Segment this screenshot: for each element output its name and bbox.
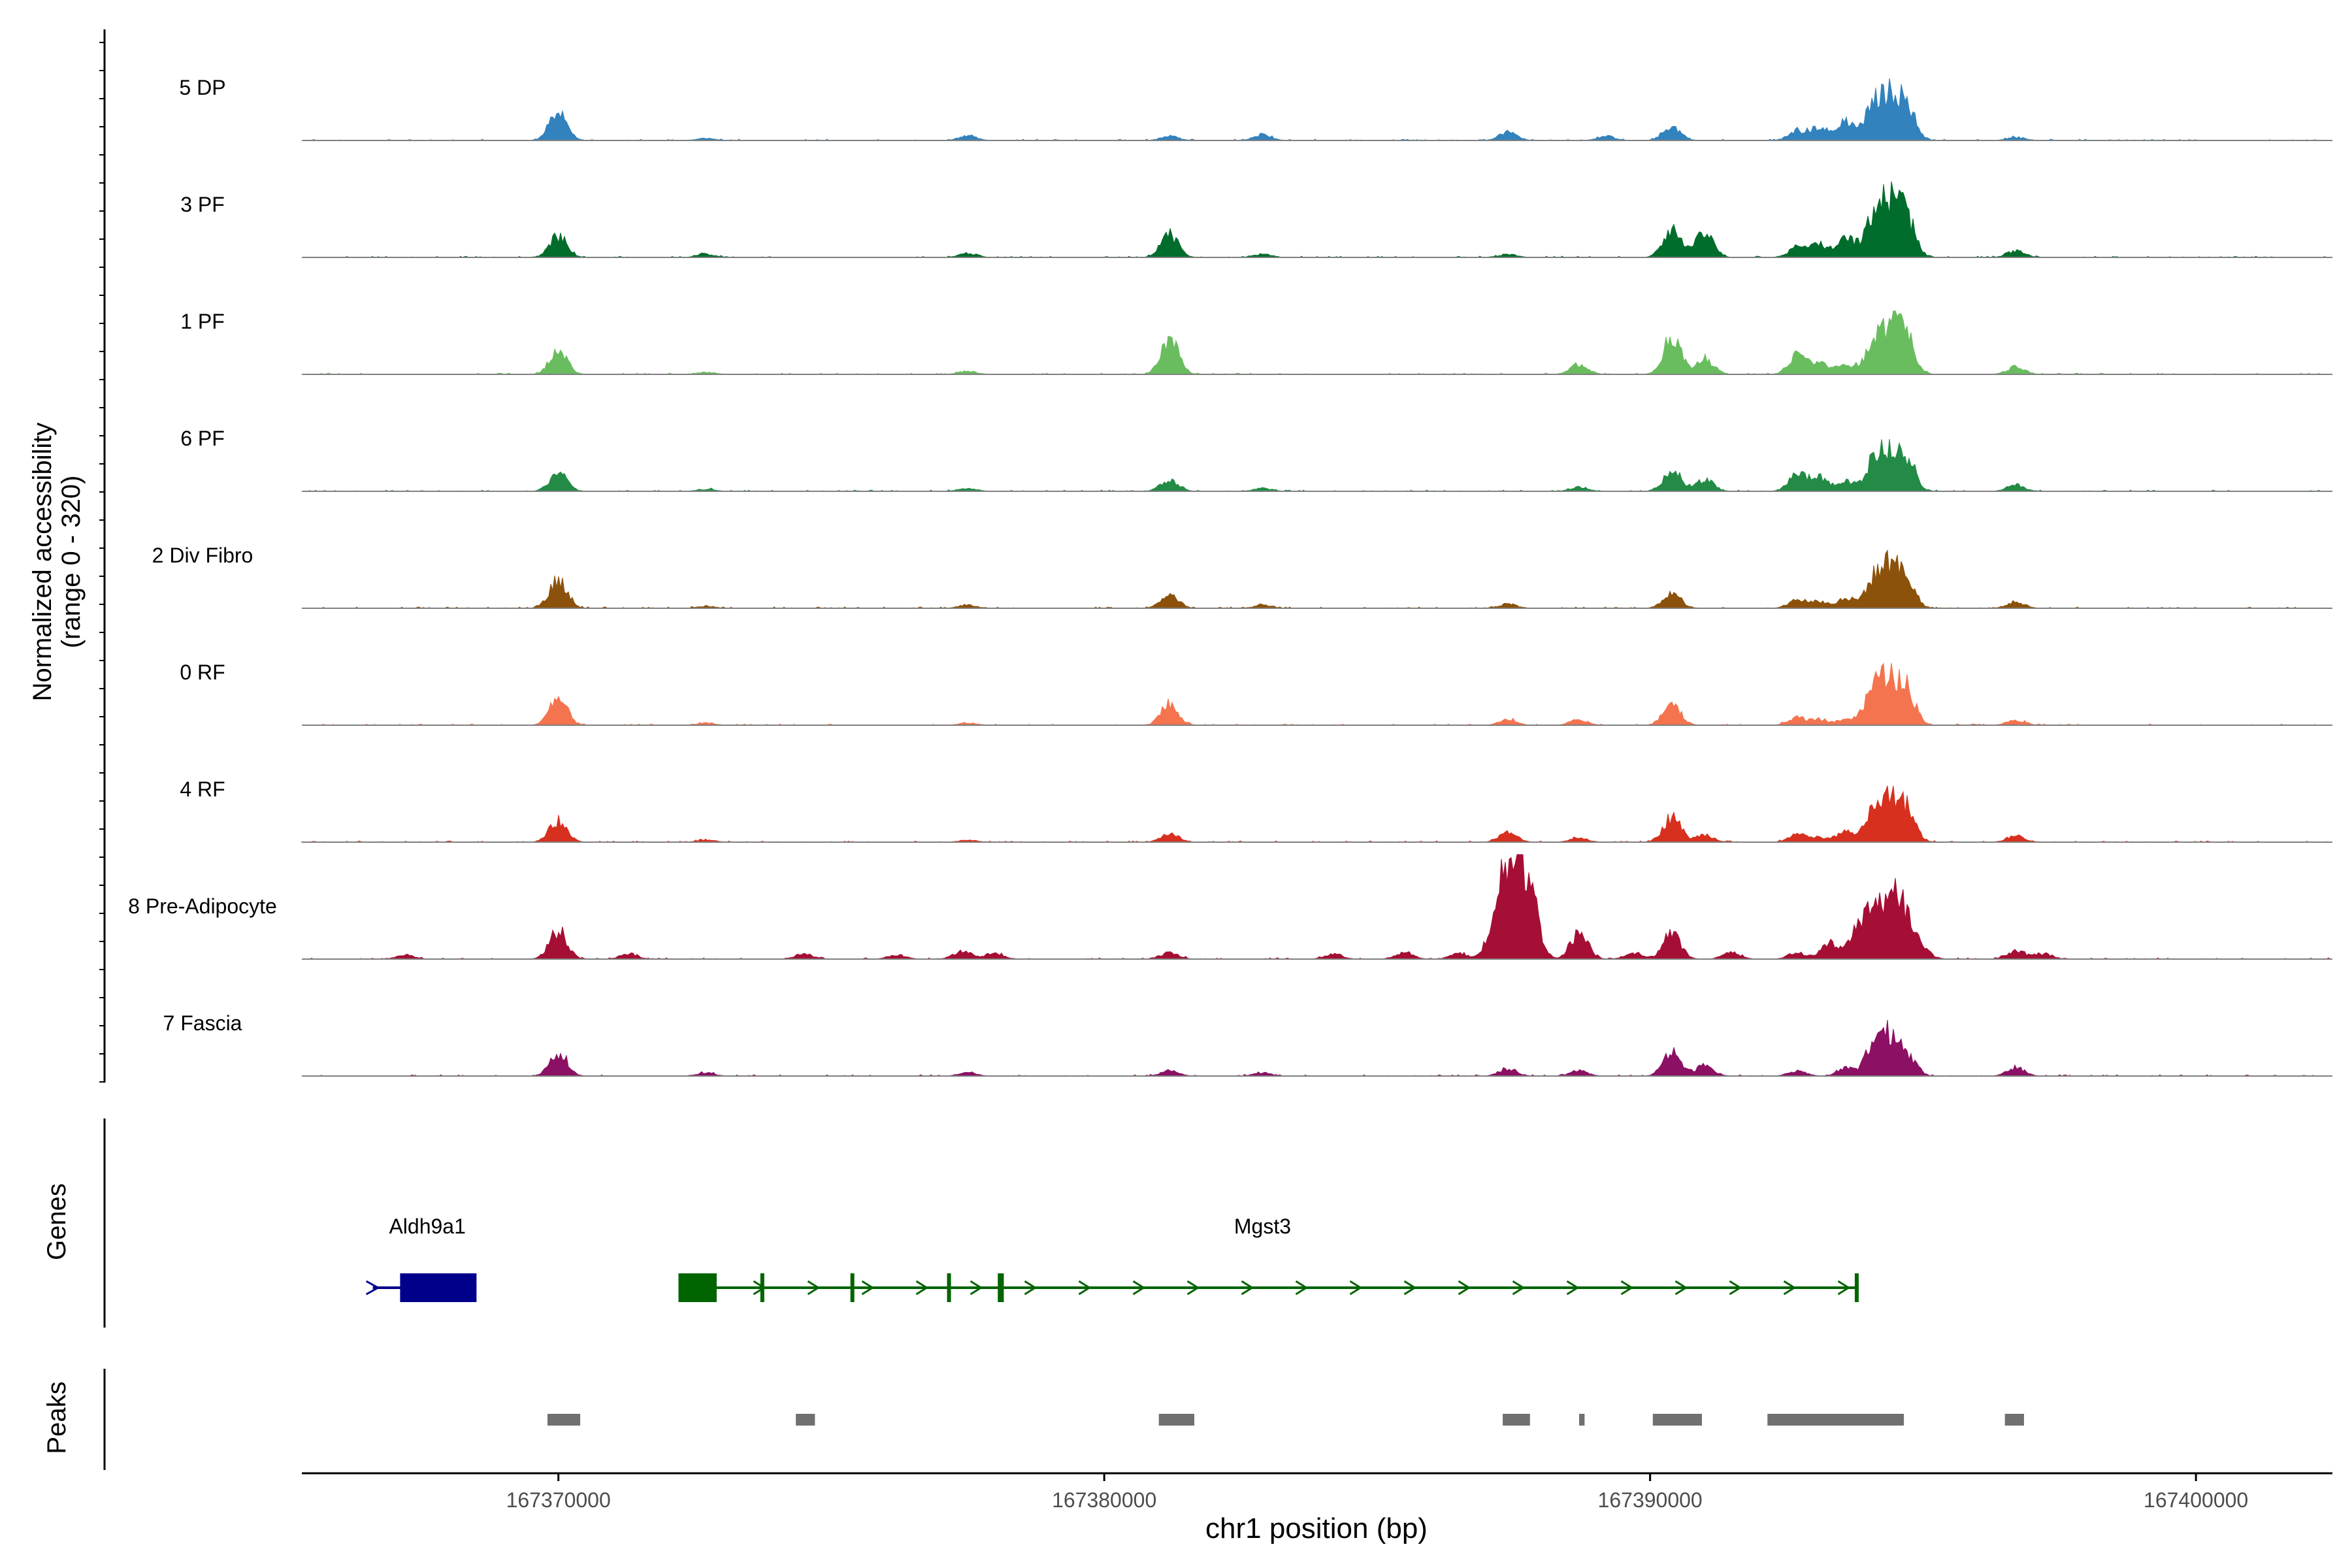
track-label: 4 RF bbox=[180, 777, 225, 801]
strand-arrow bbox=[1078, 1280, 1092, 1296]
strand-arrow bbox=[1620, 1280, 1634, 1296]
coverage-area bbox=[302, 181, 2332, 258]
x-axis-title: chr1 position (bp) bbox=[1205, 1512, 1428, 1544]
strand-arrow bbox=[915, 1280, 929, 1296]
strand-arrow bbox=[1186, 1280, 1200, 1296]
gene-exon bbox=[850, 1273, 855, 1302]
peak-region bbox=[1579, 1414, 1585, 1426]
track-0-rf bbox=[302, 662, 2332, 726]
track-label: 0 RF bbox=[180, 661, 225, 684]
track-1-pf bbox=[302, 310, 2332, 375]
coverage-tracks bbox=[301, 78, 2332, 1077]
strand-arrow bbox=[807, 1280, 821, 1296]
track-label: 1 PF bbox=[180, 310, 225, 333]
coverage-area bbox=[302, 662, 2332, 726]
gene-exon bbox=[760, 1273, 764, 1302]
gene-exon bbox=[998, 1273, 1004, 1302]
x-axis: 167370000 167380000 167390000 167400000 bbox=[302, 1472, 2332, 1512]
strand-arrow bbox=[1512, 1280, 1526, 1296]
track-labels: 5 DP 3 PF 1 PF 6 PF 2 Div Fibro 0 RF 4 RF 8 Pre… bbox=[128, 76, 277, 1035]
x-axis-tick-label: 167400000 bbox=[2144, 1488, 2248, 1512]
coverage-area bbox=[301, 785, 2332, 843]
strand-arrow bbox=[1241, 1280, 1254, 1296]
gene-exon bbox=[1854, 1273, 1859, 1302]
x-axis-tick-label: 167370000 bbox=[506, 1488, 611, 1512]
peak-region bbox=[1767, 1414, 1904, 1426]
strand-arrow bbox=[365, 1280, 380, 1296]
strand-arrow bbox=[1783, 1280, 1797, 1296]
coverage-area bbox=[302, 310, 2332, 375]
y-axis-title-line1: Normalized accessibility bbox=[28, 423, 57, 702]
peak-region bbox=[547, 1414, 581, 1426]
coverage-area bbox=[302, 854, 2332, 960]
y-axis-title-line2: (range 0 - 320) bbox=[57, 476, 86, 649]
coverage-area bbox=[302, 549, 2332, 609]
coverage-area bbox=[302, 438, 2332, 492]
gene-name-label: Mgst3 bbox=[1234, 1215, 1291, 1238]
strand-arrow bbox=[1729, 1280, 1742, 1296]
x-axis-tick-label: 167380000 bbox=[1052, 1488, 1156, 1512]
genes-panel: Aldh9a1 Mgst3 bbox=[103, 1119, 1859, 1328]
track-2-div-fibro bbox=[302, 549, 2332, 609]
genes-panel-label: Genes bbox=[42, 1183, 71, 1260]
gene-aldh9a1: Aldh9a1 bbox=[365, 1215, 477, 1302]
peaks-panel bbox=[103, 1369, 2024, 1470]
gene-exon bbox=[678, 1273, 717, 1302]
strand-arrow bbox=[1024, 1280, 1037, 1296]
peaks-panel-label: Peaks bbox=[42, 1381, 71, 1454]
track-label: 5 DP bbox=[179, 76, 225, 99]
strand-arrow bbox=[861, 1280, 875, 1296]
track-3-pf bbox=[302, 181, 2332, 258]
gene-mgst3: Mgst3 bbox=[678, 1215, 1859, 1302]
track-5-dp bbox=[302, 78, 2332, 141]
coverage-area bbox=[302, 1019, 2332, 1077]
track-4-rf bbox=[301, 785, 2332, 843]
peak-region bbox=[1503, 1414, 1530, 1426]
track-label: 7 Fascia bbox=[163, 1011, 242, 1035]
strand-arrow bbox=[1566, 1280, 1580, 1296]
track-8-pre-adipocyte bbox=[302, 854, 2332, 960]
track-6-pf bbox=[302, 438, 2332, 492]
track-label: 2 Div Fibro bbox=[152, 544, 253, 567]
gene-exon bbox=[947, 1273, 951, 1302]
peak-region bbox=[1158, 1414, 1195, 1426]
peak-region bbox=[2004, 1414, 2024, 1426]
gene-exon bbox=[400, 1273, 477, 1302]
track-label: 3 PF bbox=[180, 193, 225, 216]
strand-arrow bbox=[970, 1280, 983, 1296]
strand-arrow bbox=[1837, 1280, 1851, 1296]
strand-arrow bbox=[1674, 1280, 1688, 1296]
strand-arrow bbox=[1349, 1280, 1363, 1296]
strand-arrow bbox=[1132, 1280, 1146, 1296]
strand-arrow bbox=[1458, 1280, 1471, 1296]
peak-region bbox=[796, 1414, 815, 1426]
track-label: 6 PF bbox=[180, 427, 225, 450]
track-7-fascia bbox=[302, 1019, 2332, 1077]
x-axis-tick-label: 167390000 bbox=[1598, 1488, 1703, 1512]
y-axis bbox=[99, 29, 106, 1083]
strand-arrow bbox=[1295, 1280, 1309, 1296]
coverage-area bbox=[302, 78, 2332, 141]
strand-arrow bbox=[1403, 1280, 1417, 1296]
gene-name-label: Aldh9a1 bbox=[389, 1215, 465, 1238]
track-label: 8 Pre-Adipocyte bbox=[128, 894, 277, 918]
peak-region bbox=[1652, 1414, 1703, 1426]
